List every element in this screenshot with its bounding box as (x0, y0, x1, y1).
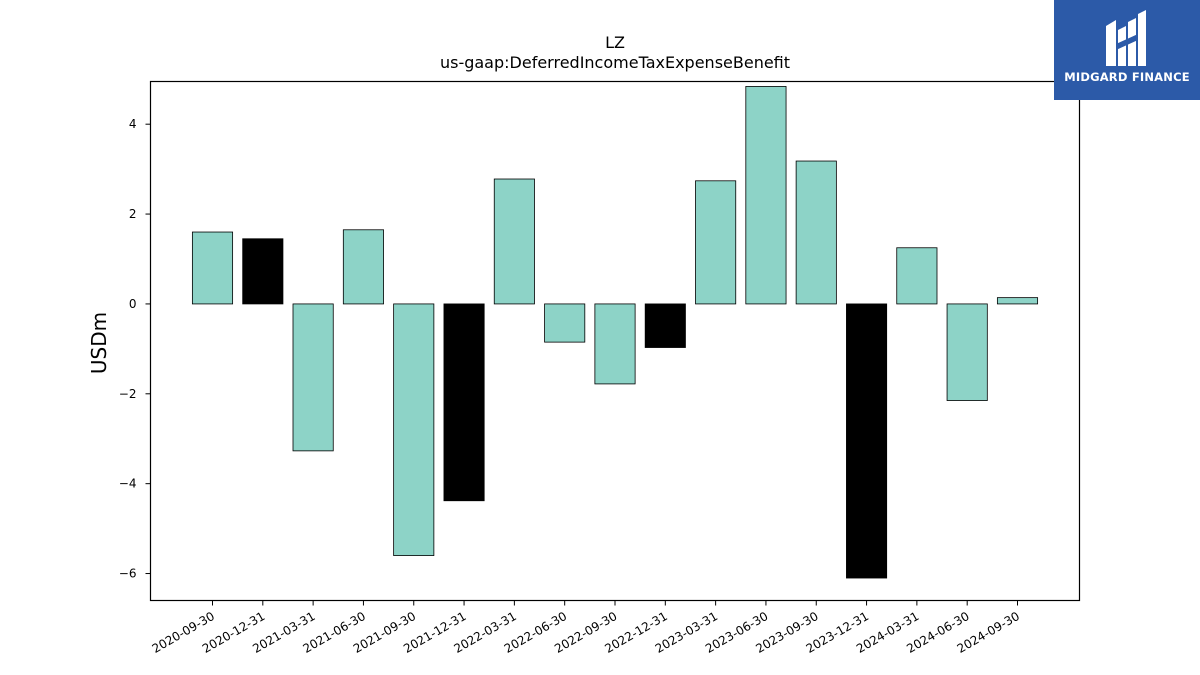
bar-2022-12-31 (644, 303, 686, 348)
bar-2024-09-30 (996, 297, 1039, 305)
bar-2022-06-30 (544, 303, 586, 343)
midgard-finance-logo: MIDGARD FINANCE (1054, 0, 1200, 100)
y-tick-label: −6 (119, 567, 137, 581)
logo-text: MIDGARD FINANCE (1064, 70, 1190, 84)
bar-2021-06-30 (342, 229, 384, 305)
y-axis-label: USDm (87, 312, 111, 374)
y-tick-label: 4 (129, 117, 137, 131)
y-tick-label: 2 (129, 207, 137, 221)
bar-2022-09-30 (594, 303, 636, 385)
y-tick-label: −2 (119, 387, 137, 401)
chart-title: LZ (605, 33, 625, 52)
bar-2021-09-30 (393, 303, 435, 556)
bar-2024-03-31 (896, 247, 938, 305)
bar-2021-03-31 (292, 303, 334, 452)
bar-2024-06-30 (946, 303, 988, 401)
y-tick-label: −4 (119, 477, 137, 491)
bar-2023-12-31 (846, 303, 888, 579)
y-tick-label: 0 (129, 297, 137, 311)
logo-mark-icon (1106, 10, 1146, 66)
bar-2023-03-31 (695, 180, 737, 305)
bar-2020-12-31 (242, 238, 284, 305)
bar-2021-12-31 (443, 303, 485, 502)
bar-2020-09-30 (191, 231, 234, 305)
chart-subtitle: us-gaap:DeferredIncomeTaxExpenseBenefit (440, 53, 790, 72)
bar-2023-06-30 (745, 86, 787, 305)
bar-2023-09-30 (795, 160, 837, 305)
plot-frame (149, 80, 1081, 602)
bar-2022-03-31 (493, 178, 535, 305)
